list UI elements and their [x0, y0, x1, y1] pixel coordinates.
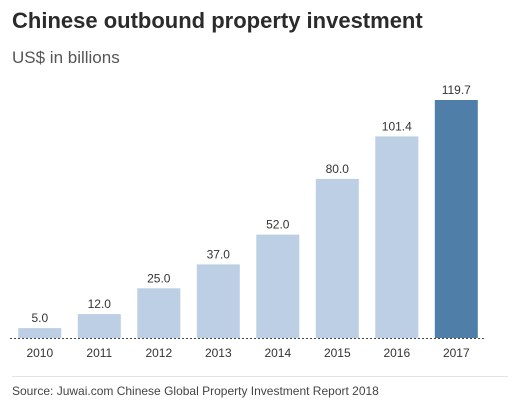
value-label-2016: 101.4 — [382, 119, 412, 133]
x-tick-label-2012: 2012 — [145, 346, 172, 360]
bar-2013 — [196, 264, 240, 338]
x-tick-label-2015: 2015 — [324, 346, 351, 360]
value-label-2011: 12.0 — [88, 297, 112, 311]
bar-2014 — [256, 234, 300, 338]
bar-2017 — [434, 100, 478, 338]
value-label-2014: 52.0 — [266, 218, 290, 232]
bar-2011 — [77, 314, 121, 338]
value-label-2010: 5.0 — [31, 311, 48, 325]
x-tick-label-2010: 2010 — [26, 346, 53, 360]
value-label-2013: 37.0 — [207, 247, 231, 261]
chart-title: Chinese outbound property investment — [12, 8, 423, 33]
x-tick-label-2011: 2011 — [86, 346, 112, 360]
value-label-2015: 80.0 — [326, 162, 350, 176]
source-divider — [12, 376, 508, 377]
value-label-2012: 25.0 — [147, 271, 171, 285]
x-tick-label-2013: 2013 — [205, 346, 232, 360]
x-tick-label-2016: 2016 — [383, 346, 410, 360]
bar-2015 — [315, 178, 359, 338]
chart-source: Source: Juwai.com Chinese Global Propert… — [12, 384, 379, 398]
chart-subtitle: US$ in billions — [12, 48, 120, 67]
x-tick-label-2014: 2014 — [264, 346, 291, 360]
bar-2016 — [375, 136, 419, 338]
bar-2012 — [137, 288, 181, 338]
value-label-2017: 119.7 — [442, 83, 471, 97]
bar-2010 — [18, 328, 62, 338]
x-tick-label-2017: 2017 — [443, 346, 470, 360]
